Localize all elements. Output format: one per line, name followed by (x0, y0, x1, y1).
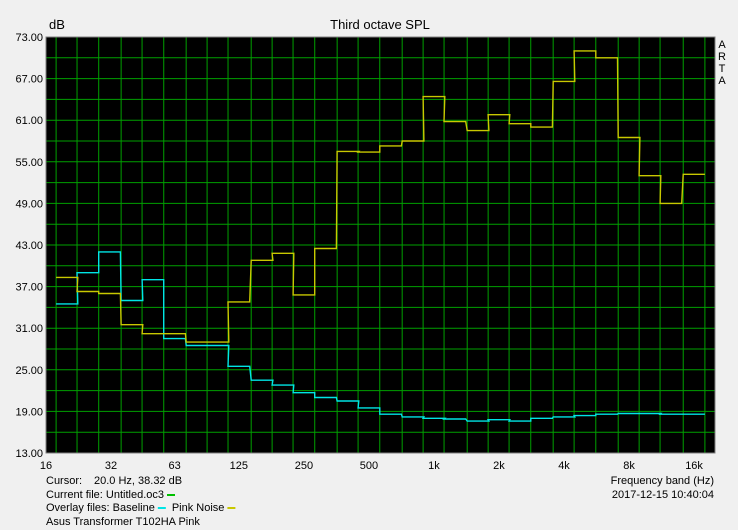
y-axis-label: dB (49, 17, 65, 32)
y-tick-label: 61.00 (15, 115, 43, 127)
x-tick-label: 250 (295, 460, 313, 472)
brand-letter: A (718, 75, 726, 87)
device-name: Asus Transformer T102HA Pink (46, 516, 200, 528)
x-tick-label: 63 (168, 460, 180, 472)
x-tick-label: 125 (230, 460, 248, 472)
x-tick-label: 16 (40, 460, 52, 472)
x-axis-label: Frequency band (Hz) (611, 475, 714, 487)
x-tick-label: 500 (360, 460, 378, 472)
chart-title: Third octave SPL (330, 17, 430, 32)
overlay-files-label: Overlay files: Baseline (46, 502, 155, 514)
y-tick-label: 31.00 (15, 323, 43, 335)
series-line-pink-noise (56, 50, 705, 343)
x-tick-label: 8k (623, 460, 635, 472)
series-group (56, 50, 705, 422)
y-tick-label: 67.00 (15, 74, 43, 86)
x-tick-label: 2k (493, 460, 505, 472)
y-tick-label: 13.00 (15, 448, 43, 460)
timestamp: 2017-12-15 10:40:04 (612, 489, 714, 501)
y-tick-label: 73.00 (15, 32, 43, 44)
y-tick-label: 49.00 (15, 198, 43, 210)
x-tick-labels: 16 32 63 125 250 500 1k 2k 4k 8k 16k (40, 460, 704, 472)
brand-letter: R (718, 51, 726, 63)
brand-letter: T (719, 63, 726, 75)
x-tick-label: 16k (685, 460, 703, 472)
cursor-label: Cursor: (46, 475, 82, 487)
x-tick-label: 4k (558, 460, 570, 472)
current-file: Current file: Untitled.oc3 (46, 489, 164, 501)
y-tick-label: 55.00 (15, 157, 43, 169)
brand-letter: A (718, 39, 726, 51)
grid-lines (46, 37, 715, 453)
x-tick-label: 32 (105, 460, 117, 472)
y-tick-labels: 73.00 67.00 61.00 55.00 49.00 43.00 37.00 31.00… (15, 32, 43, 460)
plot-border (45, 36, 716, 454)
y-tick-label: 19.00 (15, 406, 43, 418)
y-tick-label: 37.00 (15, 282, 43, 294)
series-line-baseline (56, 251, 705, 422)
y-tick-label: 43.00 (15, 240, 43, 252)
y-tick-label: 25.00 (15, 365, 43, 377)
overlay-pink-noise-label: Pink Noise (172, 502, 225, 514)
cursor-value: 20.0 Hz, 38.32 dB (94, 475, 182, 487)
x-tick-label: 1k (428, 460, 440, 472)
